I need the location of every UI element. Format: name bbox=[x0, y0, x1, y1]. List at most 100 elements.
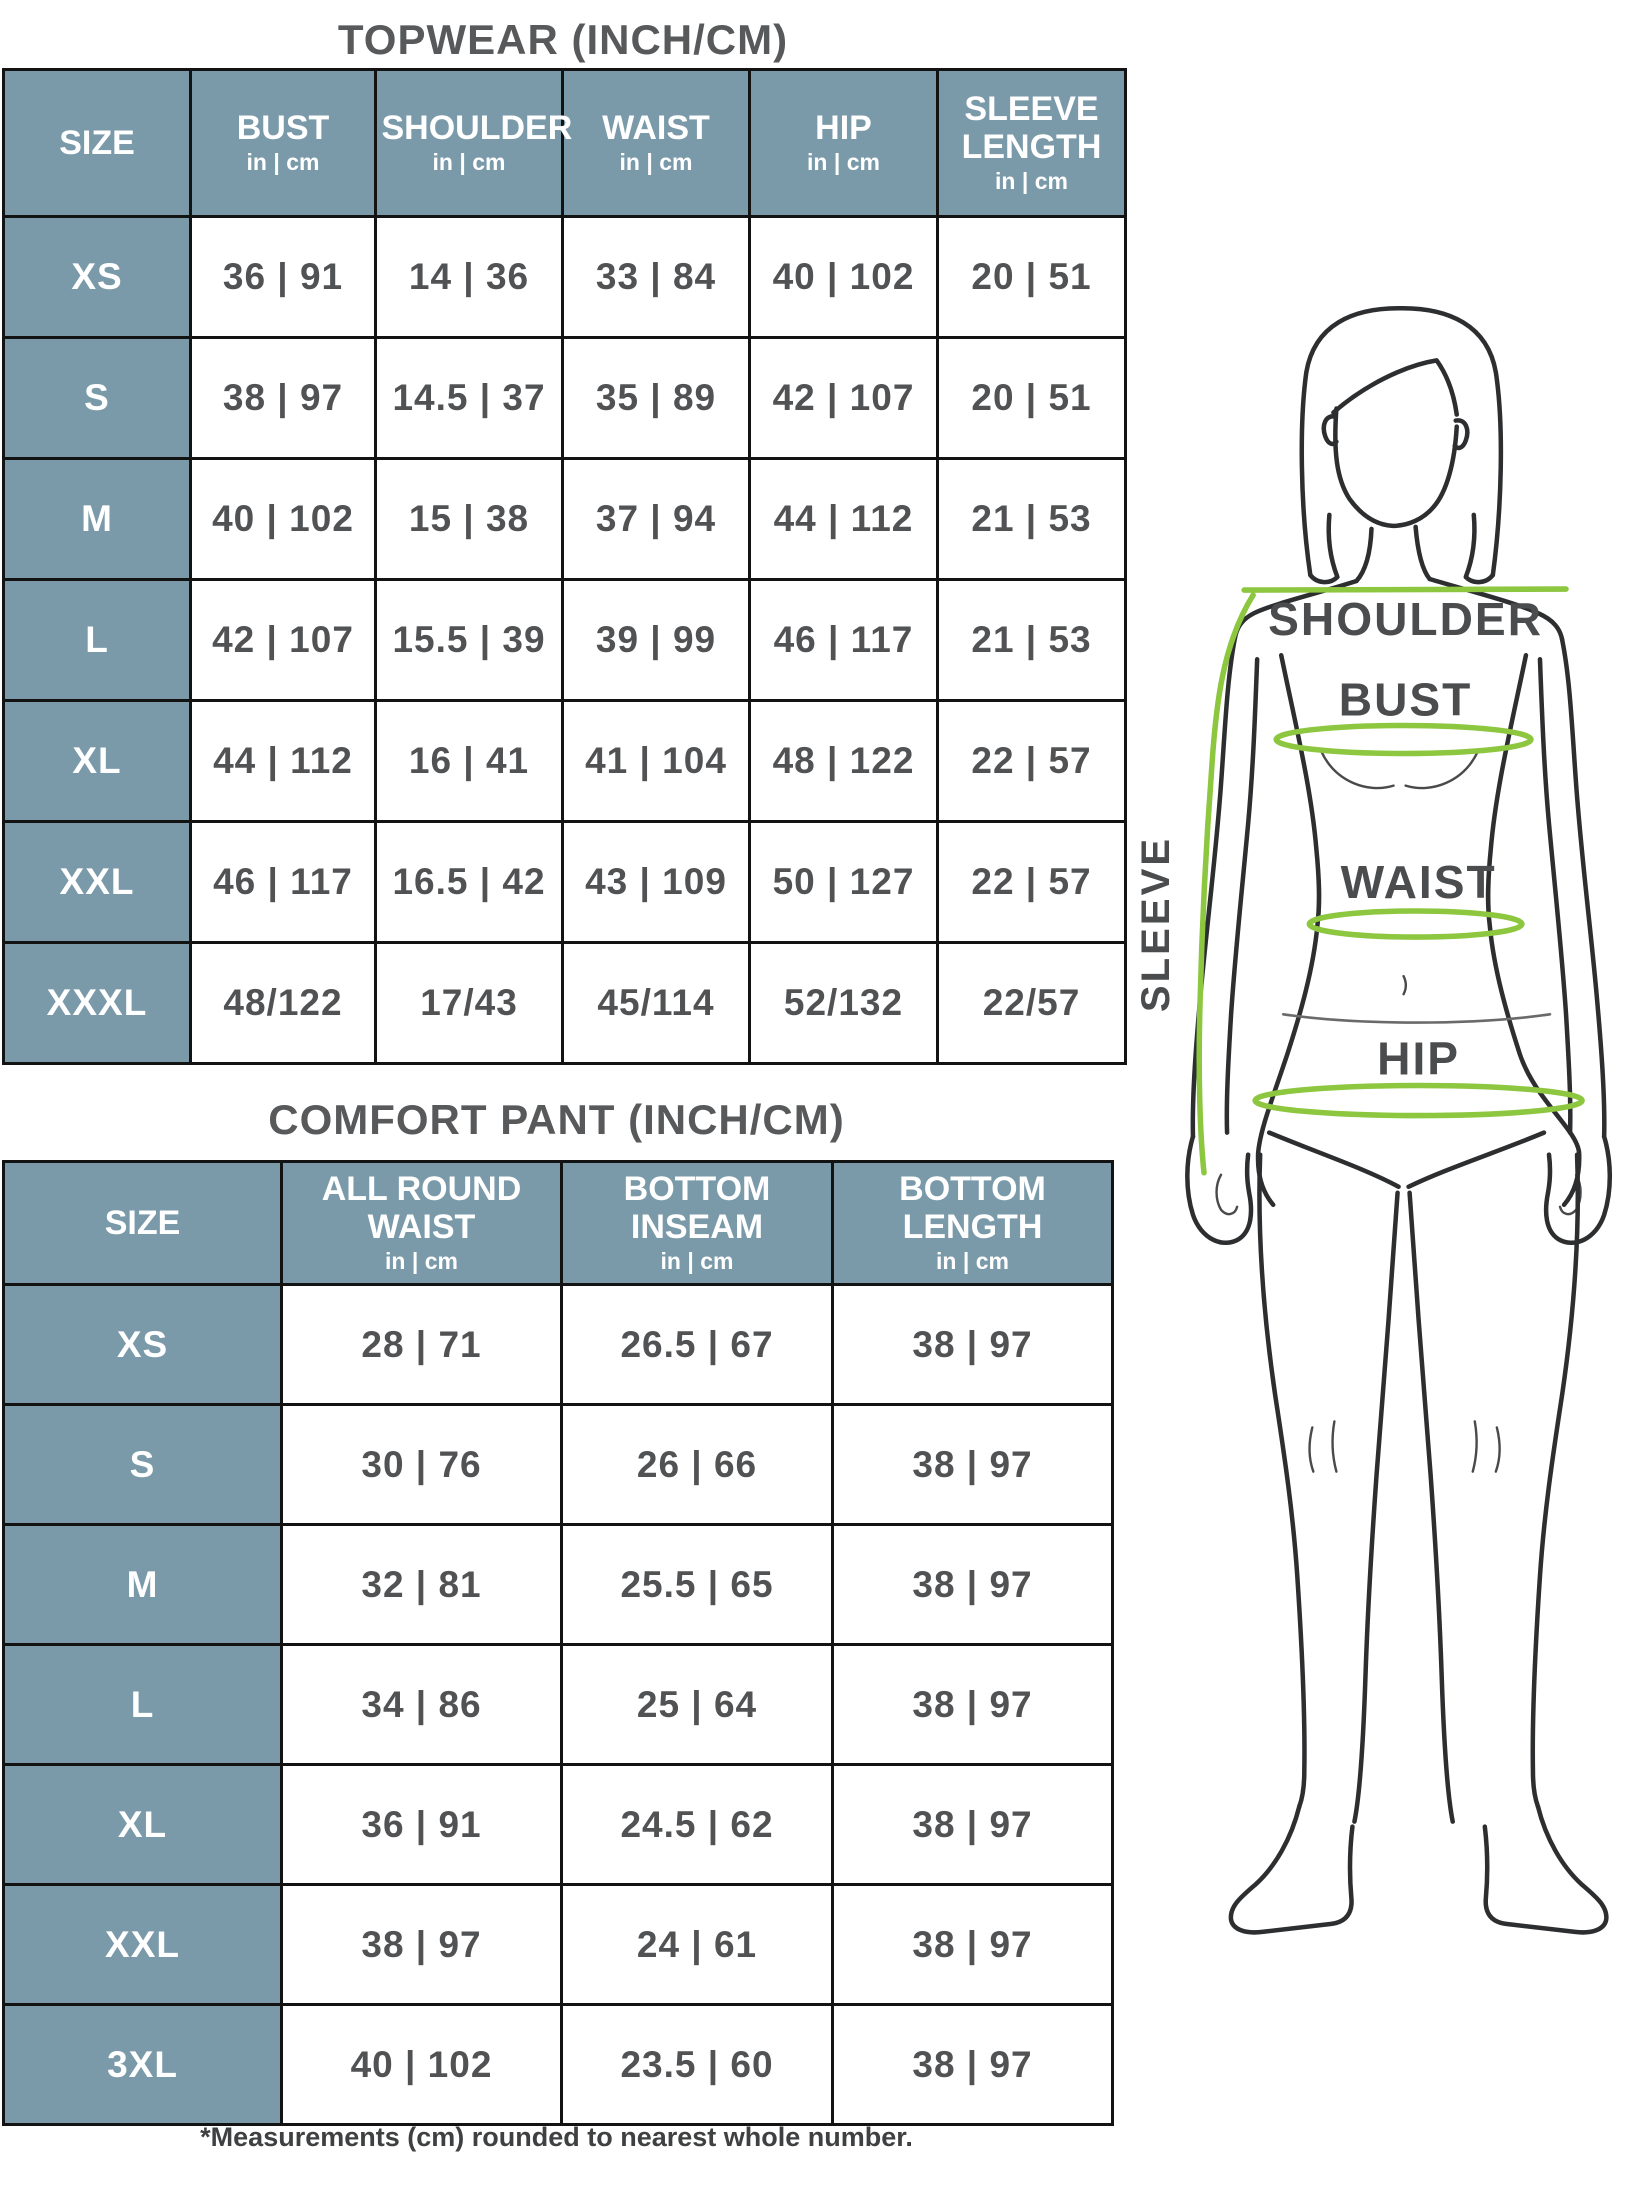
size-label: XS bbox=[2, 1283, 283, 1406]
arm-left-outer bbox=[1190, 634, 1238, 1139]
hip-measure-ellipse bbox=[1252, 1082, 1585, 1119]
hair-flip-right bbox=[1463, 512, 1496, 585]
topwear-size-table: SIZE BUST in | cm SHOULDER in | cm WAIST in… bbox=[2, 68, 1127, 1065]
size-label: XXL bbox=[2, 820, 192, 944]
topwear-col-shoulder: SHOULDER in | cm bbox=[374, 68, 572, 218]
topwear-col-bust: BUST in | cm bbox=[189, 68, 377, 218]
shoulder-value: 15 | 38 bbox=[374, 457, 564, 581]
topwear-row-xxl: XXL 46 | 117 16.5 | 42 43 | 109 50 | 127… bbox=[2, 820, 1127, 944]
hand-left-fist bbox=[1185, 1134, 1254, 1245]
waist-value: 33 | 84 bbox=[561, 215, 751, 339]
size-label: L bbox=[2, 1643, 283, 1766]
waist-value: 39 | 99 bbox=[561, 578, 751, 702]
hip-value: 50 | 127 bbox=[748, 820, 939, 944]
pant-row-xs: XS 28 | 71 26.5 | 67 38 | 97 bbox=[2, 1283, 1114, 1406]
topwear-header-row: SIZE BUST in | cm SHOULDER in | cm WAIST in… bbox=[2, 68, 1127, 218]
shoulder-value: 15.5 | 39 bbox=[374, 578, 564, 702]
topwear-row-xs: XS 36 | 91 14 | 36 33 | 84 40 | 102 20 |… bbox=[2, 215, 1127, 339]
bust-undercurve-right bbox=[1404, 750, 1479, 790]
size-label: 3XL bbox=[2, 2003, 283, 2126]
size-label: XL bbox=[2, 699, 192, 823]
pant-col-bottom-length: BOTTOM LENGTH in | cm bbox=[831, 1160, 1114, 1286]
measurement-annotations: SHOULDER BUST WAIST HIP SLEEVE bbox=[1134, 586, 1585, 1176]
bottom-inseam-value: 25.5 | 65 bbox=[560, 1523, 834, 1646]
sleeve-value: 20 | 51 bbox=[936, 336, 1127, 460]
all-round-waist-value: 40 | 102 bbox=[280, 2003, 563, 2126]
arm-right-inner bbox=[1537, 656, 1573, 1135]
body-outline bbox=[1185, 305, 1613, 1935]
topwear-col-waist: WAIST in | cm bbox=[561, 68, 751, 218]
topwear-col-size: SIZE bbox=[2, 68, 192, 218]
shoulder-label: SHOULDER bbox=[1268, 593, 1543, 645]
hip-value: 52/132 bbox=[748, 941, 939, 1065]
topwear-row-l: L 42 | 107 15.5 | 39 39 | 99 46 | 117 21… bbox=[2, 578, 1127, 702]
ear-left bbox=[1321, 414, 1339, 447]
bust-value: 42 | 107 bbox=[189, 578, 377, 702]
leg-left-inner bbox=[1352, 1190, 1400, 1824]
sleeve-value: 22 | 57 bbox=[936, 699, 1127, 823]
waist-value: 37 | 94 bbox=[561, 457, 751, 581]
pant-col-all-round-waist: ALL ROUND WAIST in | cm bbox=[280, 1160, 563, 1286]
pant-row-3xl: 3XL 40 | 102 23.5 | 60 38 | 97 bbox=[2, 2003, 1114, 2126]
hand-right-fist bbox=[1543, 1134, 1613, 1245]
shoulder-value: 17/43 bbox=[374, 941, 564, 1065]
hip-value: 44 | 112 bbox=[748, 457, 939, 581]
bottom-length-value: 38 | 97 bbox=[831, 1523, 1114, 1646]
pant-row-l: L 34 | 86 25 | 64 38 | 97 bbox=[2, 1643, 1114, 1766]
topwear-row-m: M 40 | 102 15 | 38 37 | 94 44 | 112 21 |… bbox=[2, 457, 1127, 581]
neck-right bbox=[1413, 524, 1432, 582]
pant-row-m: M 32 | 81 25.5 | 65 38 | 97 bbox=[2, 1523, 1114, 1646]
all-round-waist-value: 38 | 97 bbox=[280, 1883, 563, 2006]
waist-value: 45/114 bbox=[561, 941, 751, 1065]
arm-left-inner bbox=[1224, 656, 1260, 1135]
hand-left-thumb bbox=[1215, 1173, 1239, 1216]
all-round-waist-value: 28 | 71 bbox=[280, 1283, 563, 1406]
bust-label: BUST bbox=[1339, 673, 1473, 725]
all-round-waist-value: 36 | 91 bbox=[280, 1763, 563, 1886]
bottom-length-value: 38 | 97 bbox=[831, 1643, 1114, 1766]
unit-label: in | cm bbox=[807, 149, 880, 176]
unit-label: in | cm bbox=[385, 1248, 458, 1275]
shoulder-value: 14.5 | 37 bbox=[374, 336, 564, 460]
foot-left bbox=[1228, 1804, 1355, 1935]
navel-mark bbox=[1402, 974, 1408, 996]
bottom-length-value: 38 | 97 bbox=[831, 1883, 1114, 2006]
hip-value: 46 | 117 bbox=[748, 578, 939, 702]
bust-value: 48/122 bbox=[189, 941, 377, 1065]
unit-label: in | cm bbox=[619, 149, 693, 176]
unit-label: in | cm bbox=[432, 149, 506, 176]
face-outline bbox=[1333, 406, 1459, 529]
shoulder-measure-line bbox=[1241, 586, 1569, 593]
pant-header-row: SIZE ALL ROUND WAIST in | cm BOTTOM INSEA… bbox=[2, 1160, 1114, 1286]
bust-value: 44 | 112 bbox=[189, 699, 377, 823]
shoulder-value: 14 | 36 bbox=[374, 215, 564, 339]
neck-left bbox=[1354, 526, 1374, 584]
all-round-waist-value: 32 | 81 bbox=[280, 1523, 563, 1646]
sleeve-value: 21 | 53 bbox=[936, 457, 1127, 581]
topwear-row-xxxl: XXXL 48/122 17/43 45/114 52/132 22/57 bbox=[2, 941, 1127, 1065]
bottom-inseam-value: 24.5 | 62 bbox=[560, 1763, 834, 1886]
pant-row-s: S 30 | 76 26 | 66 38 | 97 bbox=[2, 1403, 1114, 1526]
torso-right bbox=[1485, 652, 1582, 1208]
size-label: M bbox=[2, 457, 192, 581]
topwear-row-s: S 38 | 97 14.5 | 37 35 | 89 42 | 107 20 … bbox=[2, 336, 1127, 460]
waist-value: 35 | 89 bbox=[561, 336, 751, 460]
bottom-inseam-value: 26.5 | 67 bbox=[560, 1283, 834, 1406]
body-measurement-diagram: SHOULDER BUST WAIST HIP SLEEVE bbox=[1100, 222, 1652, 1962]
size-label: S bbox=[2, 336, 192, 460]
sleeve-value: 20 | 51 bbox=[936, 215, 1127, 339]
bottom-length-value: 38 | 97 bbox=[831, 1403, 1114, 1526]
bust-value: 40 | 102 bbox=[189, 457, 377, 581]
unit-label: in | cm bbox=[995, 168, 1068, 195]
waist-measure-ellipse bbox=[1306, 908, 1525, 940]
shoulder-value: 16 | 41 bbox=[374, 699, 564, 823]
hip-value: 40 | 102 bbox=[748, 215, 939, 339]
bottom-length-value: 38 | 97 bbox=[831, 2003, 1114, 2126]
knee-tick-left-1 bbox=[1308, 1426, 1315, 1473]
ear-right bbox=[1452, 418, 1470, 451]
bust-value: 36 | 91 bbox=[189, 215, 377, 339]
bottom-inseam-value: 25 | 64 bbox=[560, 1643, 834, 1766]
comfort-pant-size-table: SIZE ALL ROUND WAIST in | cm BOTTOM INSEA… bbox=[2, 1160, 1114, 2126]
bottom-length-value: 38 | 97 bbox=[831, 1763, 1114, 1886]
sleeve-value: 21 | 53 bbox=[936, 578, 1127, 702]
